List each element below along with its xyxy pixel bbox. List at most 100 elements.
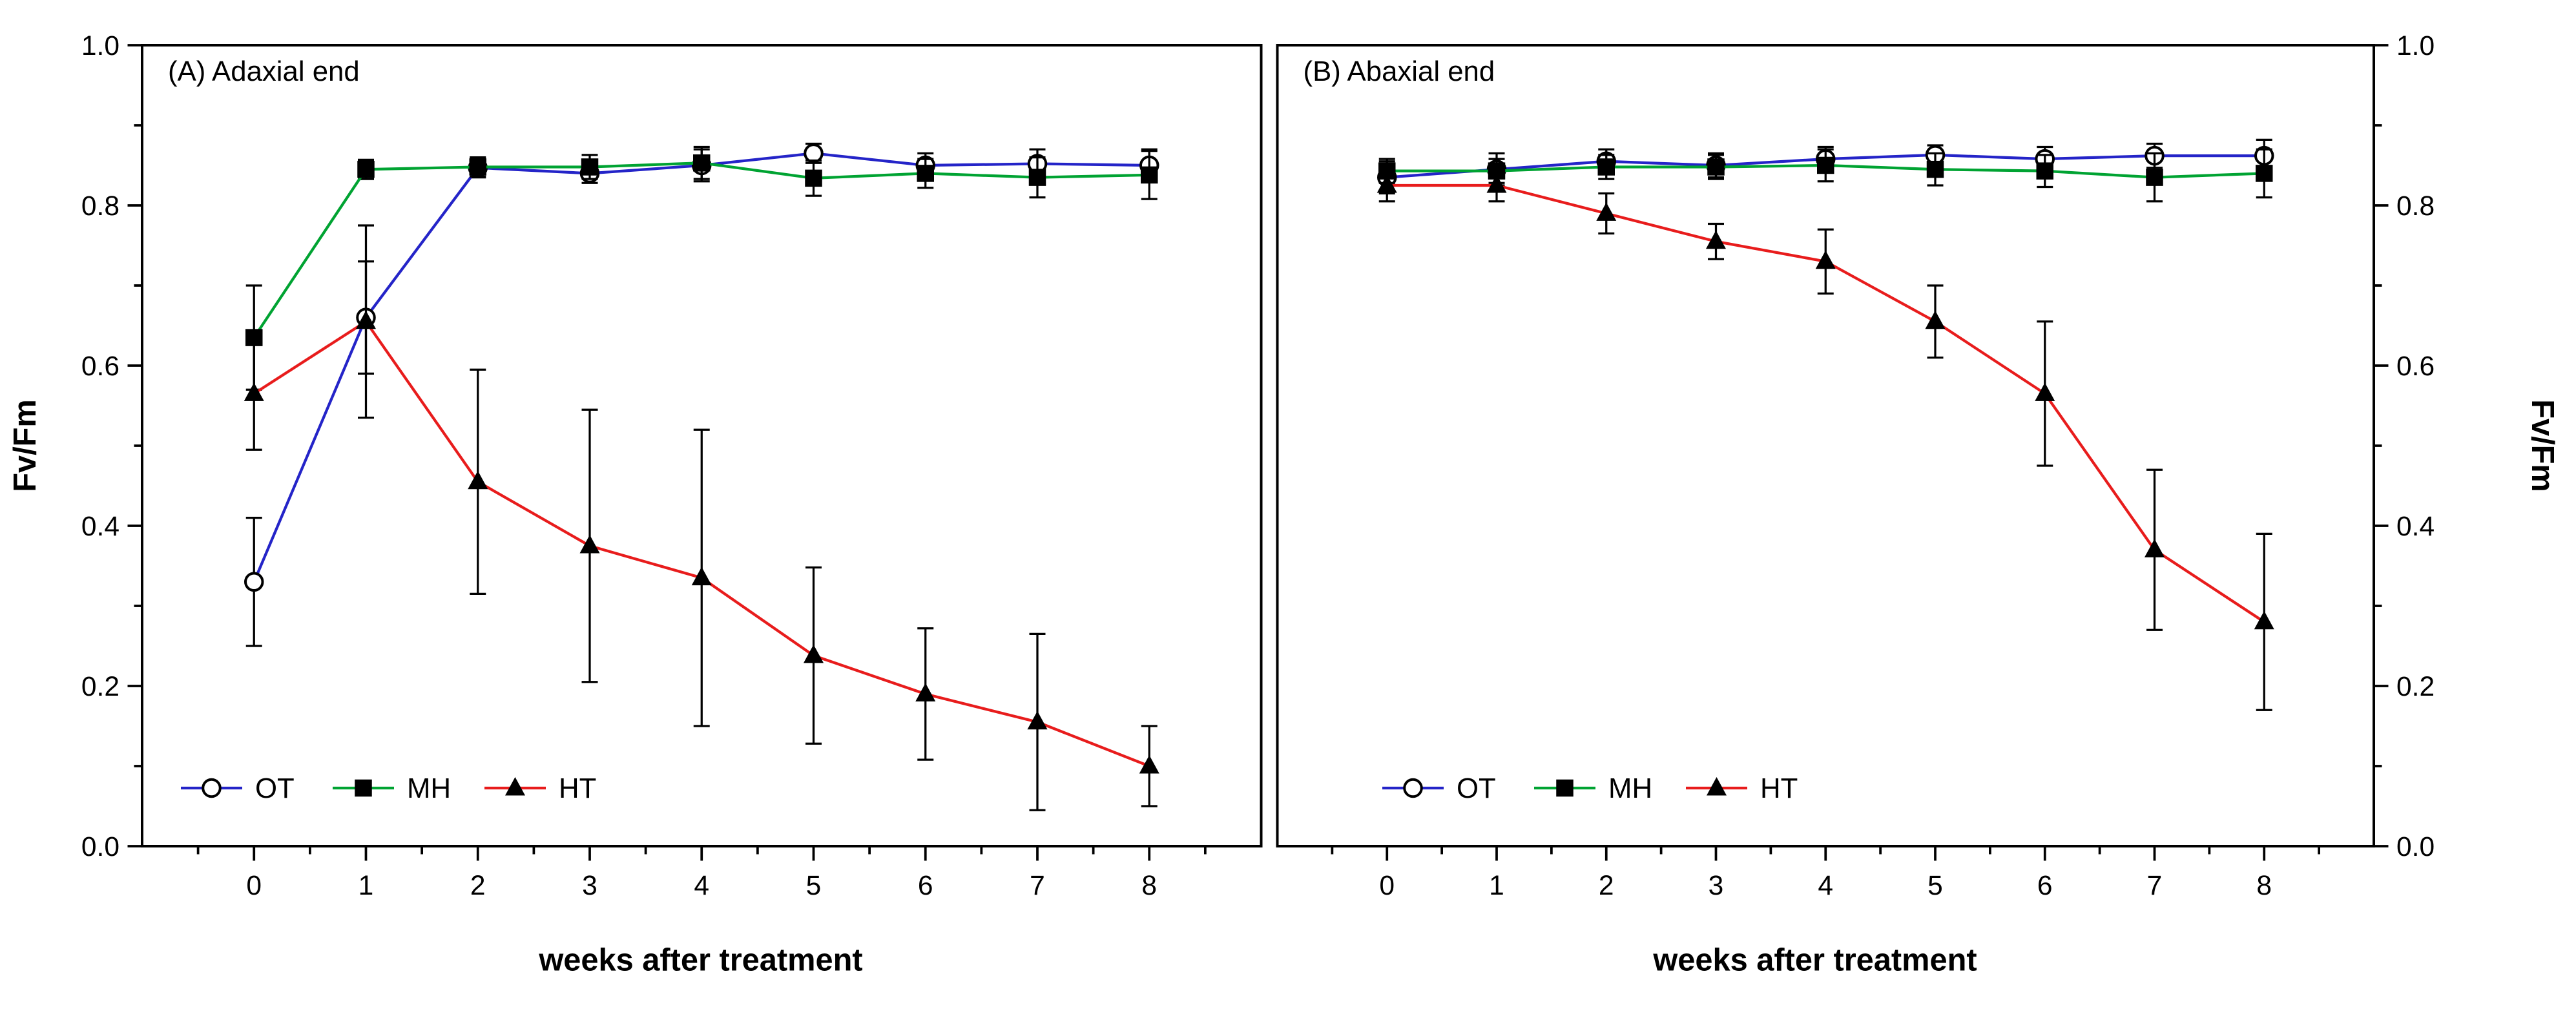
panel-b-xaxis-title: weeks after treatment [1652,942,1977,977]
filled-triangle-marker [1486,174,1507,193]
x-tick-label: 7 [2147,871,2163,901]
x-tick-label: 6 [2037,871,2053,901]
error-bars-ht [1378,168,2272,711]
filled-square-marker [1028,169,1046,186]
panel-a-xaxis-title: weeks after treatment [538,942,862,977]
x-tick-label: 3 [582,871,597,901]
filled-square-marker [469,158,487,176]
panel-b-title: (B) Abaxial end [1304,56,1495,87]
panel-b: 0.0 0.2 0.4 0.6 0.8 1.0 0 1 2 3 4 5 6 7 8 OT MH HT [1276,31,2435,901]
open-circle-marker [202,778,222,798]
y-tick-label: 0.6 [2396,351,2435,382]
x-tick-label: 3 [1709,871,1724,901]
filled-triangle-marker [1706,230,1727,249]
filled-triangle-marker [1815,250,1836,269]
y-axis: 0.0 0.2 0.4 0.6 0.8 1.0 [81,31,143,862]
x-tick-label: 5 [1927,871,1943,901]
filled-triangle-marker [356,310,376,329]
series-line-mh [253,161,1150,338]
series-ht [244,224,1159,811]
filled-triangle-marker [579,535,600,554]
legend-label: HT [1760,773,1798,804]
legend-item-mh: MH [333,773,451,804]
legend-label: MH [1608,773,1652,804]
y-tick-label: 1.0 [2396,31,2435,61]
panel-a-yaxis-title: Fv/Fm [8,399,43,492]
series-mh [245,145,1158,391]
panel-a-title: (A) Adaxial end [168,56,360,87]
filled-square-marker [355,779,372,797]
y-tick-label: 0.0 [2396,832,2435,862]
x-tick-label: 1 [1489,871,1504,901]
x-tick-label: 8 [2256,871,2272,901]
x-axis: 0 1 2 3 4 5 6 7 8 [196,846,1207,901]
filled-triangle-marker [2254,610,2274,630]
filled-triangle-marker [915,683,936,701]
filled-square-marker [917,165,934,182]
y-tick-label: 0.6 [81,351,119,382]
legend-label: HT [559,773,596,804]
filled-square-marker [581,158,599,176]
filled-square-marker [1707,158,1725,176]
x-tick-label: 2 [1599,871,1614,901]
x-tick-label: 0 [1379,871,1395,901]
filled-triangle-marker [1596,202,1617,221]
x-tick-label: 4 [694,871,709,901]
filled-triangle-marker [2145,539,2165,557]
filled-square-marker [357,160,375,178]
panel-b-yaxis-title: Fv/Fm [2525,399,2560,492]
legend-label: OT [255,773,295,804]
legend: OT MH HT [181,773,596,804]
error-bars-mh [245,145,1158,391]
series-mh [1378,148,2273,203]
x-tick-label: 1 [358,871,374,901]
panel-a: 0.0 0.2 0.4 0.6 0.8 1.0 0 1 2 3 4 5 6 7 8 OT MH HT [81,31,1263,901]
legend-label: OT [1457,773,1496,804]
filled-square-marker [1141,166,1158,184]
x-tick-label: 8 [1141,871,1157,901]
legend-item-ot: OT [1382,773,1496,804]
filled-triangle-marker [691,566,712,586]
filled-square-marker [1926,160,1944,178]
open-circle-marker [1403,778,1423,798]
y-tick-label: 0.4 [2396,512,2435,542]
filled-triangle-marker [1376,174,1397,193]
y-tick-label: 0.4 [81,512,119,542]
y-tick-label: 0.2 [81,672,119,702]
filled-triangle-marker [1027,711,1048,730]
legend-label: MH [407,773,451,804]
filled-triangle-marker [1707,777,1727,796]
x-tick-label: 0 [246,871,262,901]
error-bars-ht [245,224,1158,811]
panels-group: 0.00.20.40.60.81.00 1 2 3 4 5 6 7 8OT MH HT0.00.20… [81,31,2435,901]
y-tick-label: 0.8 [2396,191,2435,222]
filled-triangle-marker [1139,755,1159,774]
open-circle-marker [244,572,264,592]
legend-item-mh: MH [1534,773,1652,804]
series-ht [1376,168,2274,711]
x-tick-label: 4 [1818,871,1833,901]
filled-triangle-marker [244,382,264,401]
x-tick-label: 2 [470,871,486,901]
filled-square-marker [805,169,822,187]
x-axis: 0 1 2 3 4 5 6 7 8 [1331,846,2321,901]
filled-triangle-marker [505,777,526,796]
filled-square-marker [2036,162,2053,180]
filled-square-marker [1817,156,1834,174]
y-tick-label: 0.8 [81,191,119,222]
legend-item-ht: HT [484,773,596,804]
filled-square-marker [2256,165,2273,182]
x-tick-label: 7 [1030,871,1045,901]
filled-square-marker [2146,169,2163,186]
open-circle-marker [804,143,824,163]
filled-triangle-marker [468,470,488,490]
x-tick-label: 5 [806,871,822,901]
y-axis: 0.0 0.2 0.4 0.6 0.8 1.0 [2374,31,2435,862]
filled-triangle-marker [1925,310,1946,329]
legend: OT MH HT [1382,773,1798,804]
legend-item-ot: OT [181,773,295,804]
filled-triangle-marker [2035,382,2055,401]
y-tick-label: 1.0 [81,31,119,61]
